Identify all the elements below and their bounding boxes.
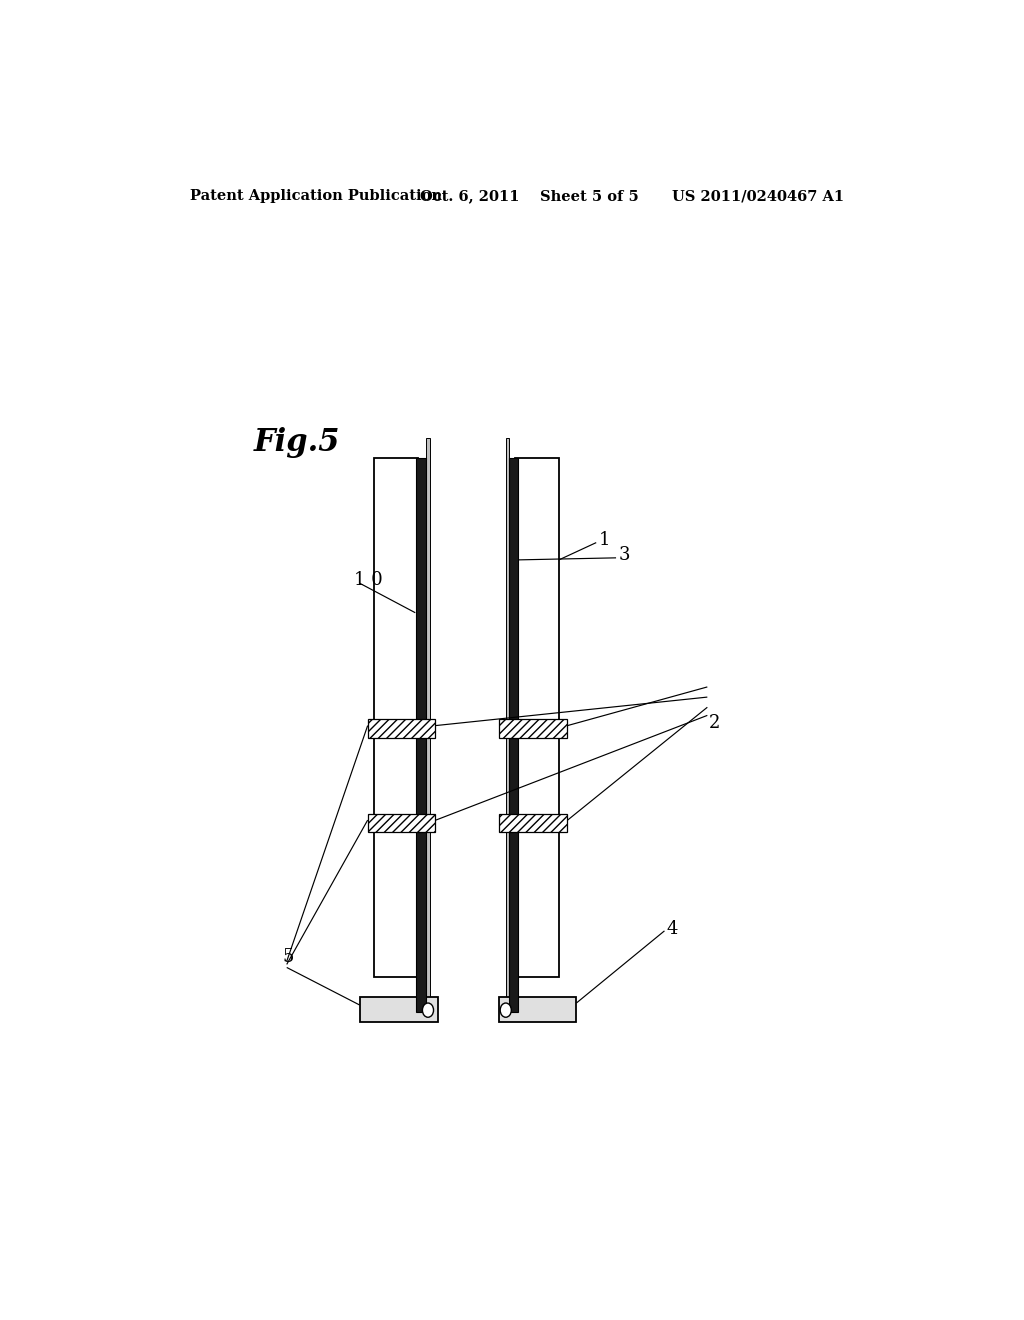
Text: Oct. 6, 2011    Sheet 5 of 5: Oct. 6, 2011 Sheet 5 of 5 [420,189,639,203]
Bar [368,814,435,833]
Circle shape [500,1003,511,1018]
Text: Fig.5: Fig.5 [253,428,340,458]
Text: 4: 4 [666,920,678,937]
Text: Patent Application Publication: Patent Application Publication [189,189,442,203]
Bar [509,458,518,1012]
Circle shape [423,1003,433,1018]
Bar [500,719,567,738]
Text: 1 0: 1 0 [354,572,383,589]
Bar [416,458,426,1012]
Bar [500,814,567,833]
Bar [368,719,435,738]
Text: 2: 2 [709,714,720,731]
Bar [509,458,518,1012]
Bar [416,458,426,1012]
Text: US 2011/0240467 A1: US 2011/0240467 A1 [672,189,844,203]
Text: 5: 5 [283,948,294,966]
Bar [499,997,577,1022]
Text: 3: 3 [618,545,630,564]
Bar [359,997,437,1022]
Bar [426,438,430,1018]
Text: 1: 1 [599,531,610,549]
Bar [515,458,559,977]
Bar [374,458,418,977]
Bar [506,438,509,1018]
